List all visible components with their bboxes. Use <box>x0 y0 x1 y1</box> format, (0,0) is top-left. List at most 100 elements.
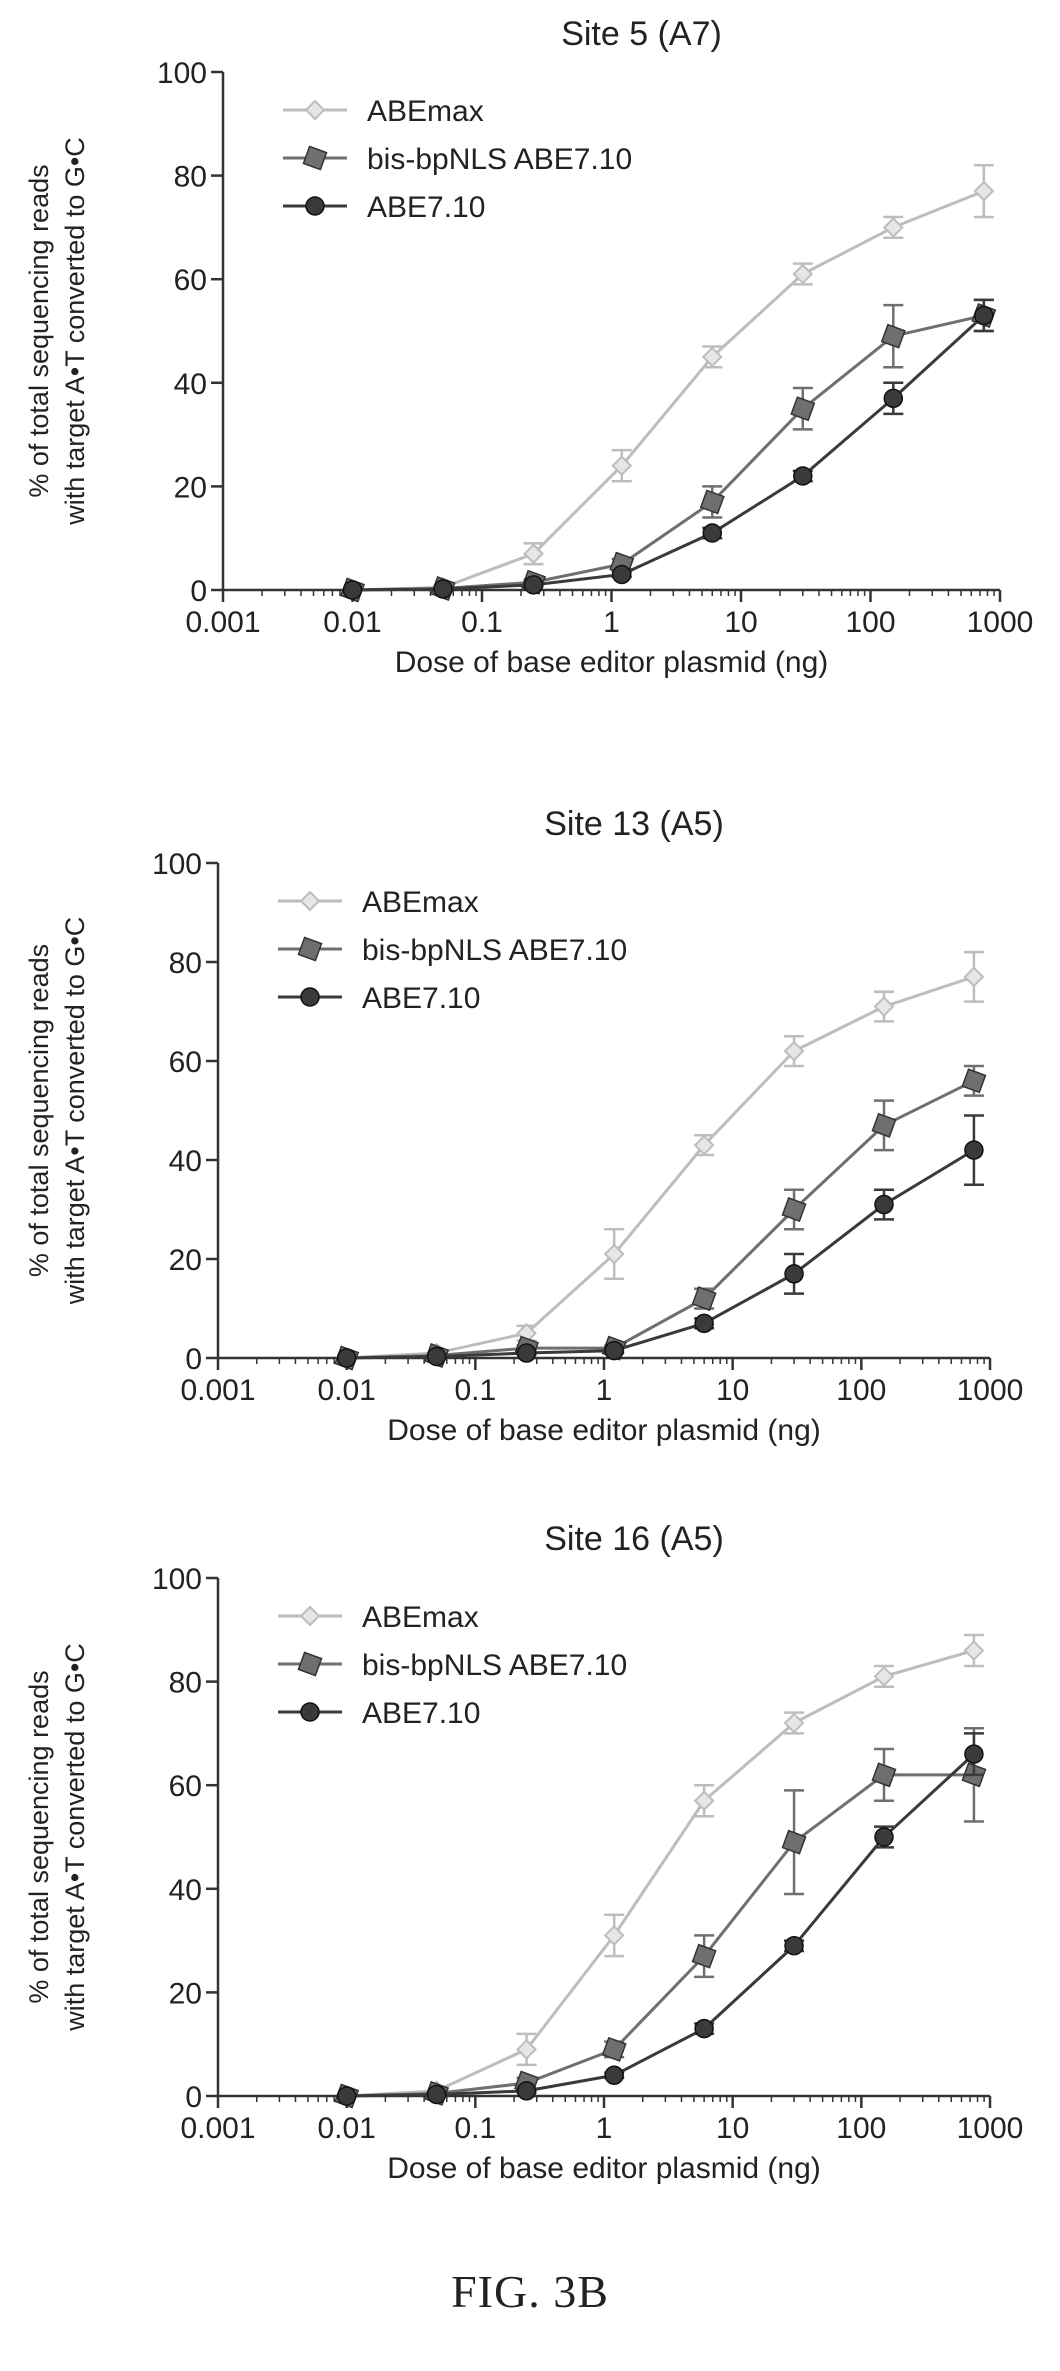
data-point <box>874 1827 894 1847</box>
y-tick-label: 100 <box>157 57 207 90</box>
figure-label: FIG. 3B <box>451 2266 609 2317</box>
data-point <box>790 396 816 422</box>
series-line <box>346 1079 975 1360</box>
data-point <box>694 2018 714 2039</box>
y-axis-label: with target A•T converted to G•C <box>60 137 90 526</box>
data-point <box>426 1346 447 1367</box>
legend-marker <box>297 936 323 962</box>
y-tick-label: 40 <box>174 368 207 401</box>
data-point <box>433 579 453 599</box>
data-point <box>871 1112 897 1138</box>
y-tick-label: 60 <box>169 1046 202 1079</box>
x-axis-label: Dose of base editor plasmid (ng) <box>387 1414 821 1447</box>
y-tick-label: 60 <box>169 1770 202 1803</box>
legend-label: ABE7.10 <box>362 982 480 1015</box>
legend-label: ABE7.10 <box>367 191 485 224</box>
data-point <box>961 1068 987 1094</box>
x-axis-label: Dose of base editor plasmid (ng) <box>395 646 829 679</box>
data-point <box>974 305 994 326</box>
legend-marker <box>302 145 328 171</box>
series-line <box>352 314 985 592</box>
series-line <box>346 1773 974 2098</box>
legend-marker <box>305 196 325 216</box>
legend: ABEmax bis-bpNLS ABE7.10 ABE7.10 <box>278 886 627 1015</box>
y-tick-label: 20 <box>169 1244 202 1277</box>
x-axis-label: Dose of base editor plasmid (ng) <box>387 2152 821 2185</box>
x-tick-label: 0.01 <box>317 1374 375 1407</box>
legend-marker <box>299 890 321 912</box>
data-point <box>691 1943 717 1969</box>
x-tick-label: 1000 <box>967 606 1034 639</box>
series-3 <box>336 1114 984 1368</box>
series-line <box>352 313 985 592</box>
x-tick-label: 0.1 <box>454 2112 496 2145</box>
y-tick-label: 100 <box>152 1563 202 1596</box>
data-point <box>601 2036 627 2062</box>
data-point <box>783 1712 805 1734</box>
data-point <box>793 466 813 486</box>
data-point <box>963 966 985 988</box>
series-2 <box>334 1064 987 1371</box>
legend-marker <box>300 987 320 1007</box>
data-point <box>873 996 895 1017</box>
legend-label: ABEmax <box>362 1601 479 1634</box>
y-tick-label: 20 <box>169 1977 202 2010</box>
y-tick-label: 0 <box>185 2081 202 2114</box>
legend-marker <box>299 1605 321 1627</box>
data-point <box>342 580 363 600</box>
data-point <box>516 2081 537 2101</box>
x-tick-label: 0.01 <box>317 2112 375 2145</box>
x-tick-label: 100 <box>845 606 895 639</box>
data-point <box>693 1134 715 1156</box>
chart-3: Site 16 (A5) 0 20 40 60 80 100 0.001 0.01 0.1 1 10 1… <box>24 1520 1023 2185</box>
y-axis-label: with target A•T converted to G•C <box>60 917 90 1306</box>
y-tick-label: 40 <box>169 1874 202 1907</box>
y-tick-label: 80 <box>169 947 202 980</box>
data-point <box>612 564 632 585</box>
chart-title: Site 16 (A5) <box>544 1520 724 1558</box>
x-tick-label: 1 <box>603 606 620 639</box>
y-tick-label: 80 <box>169 1667 202 1700</box>
data-point <box>516 1343 537 1363</box>
x-tick-label: 10 <box>716 2112 749 2145</box>
data-point <box>699 489 725 515</box>
y-axis-label: % of total sequencing reads <box>24 1670 54 2003</box>
data-point <box>783 1040 805 1062</box>
legend-marker <box>297 1651 323 1677</box>
x-tick-label: 1000 <box>957 2112 1024 2145</box>
legend: ABEmax bis-bpNLS ABE7.10 ABE7.10 <box>283 95 632 224</box>
data-point <box>336 1348 357 1368</box>
legend-marker <box>304 99 326 121</box>
data-point <box>781 1197 807 1222</box>
data-point <box>880 323 906 349</box>
legend: ABEmax bis-bpNLS ABE7.10 ABE7.10 <box>278 1601 627 1730</box>
data-point <box>883 388 904 409</box>
data-point <box>603 1925 625 1946</box>
x-tick-label: 100 <box>836 2112 886 2145</box>
data-point <box>871 1762 897 1788</box>
chart-title: Site 13 (A5) <box>544 805 724 843</box>
chart-1: Site 5 (A7) 0 20 40 60 80 100 0.001 0.01 0.1 1 10 10… <box>24 15 1033 679</box>
legend-label: ABEmax <box>362 886 479 919</box>
chart-title: Site 5 (A7) <box>561 15 722 53</box>
legend-label: bis-bpNLS ABE7.10 <box>362 934 627 967</box>
y-tick-label: 60 <box>174 264 207 297</box>
legend-label: bis-bpNLS ABE7.10 <box>362 1649 627 1682</box>
y-axis-label: % of total sequencing reads <box>24 944 54 1277</box>
series-line <box>346 1148 975 1360</box>
data-point <box>523 575 544 595</box>
series-line <box>346 1753 975 2098</box>
data-point <box>516 2038 537 2060</box>
data-point <box>603 1243 625 1265</box>
x-tick-label: 0.1 <box>461 606 503 639</box>
data-point <box>701 346 723 368</box>
y-tick-label: 100 <box>152 848 202 881</box>
data-point <box>693 1790 715 1812</box>
x-tick-label: 1 <box>596 2112 613 2145</box>
y-tick-label: 0 <box>185 1343 202 1376</box>
x-tick-label: 10 <box>716 1374 749 1407</box>
x-tick-label: 10 <box>724 606 757 639</box>
y-tick-label: 80 <box>174 161 207 194</box>
chart-2: Site 13 (A5) 0 20 40 60 80 100 0.001 0.01 0.1 1 10 1… <box>24 805 1023 1447</box>
